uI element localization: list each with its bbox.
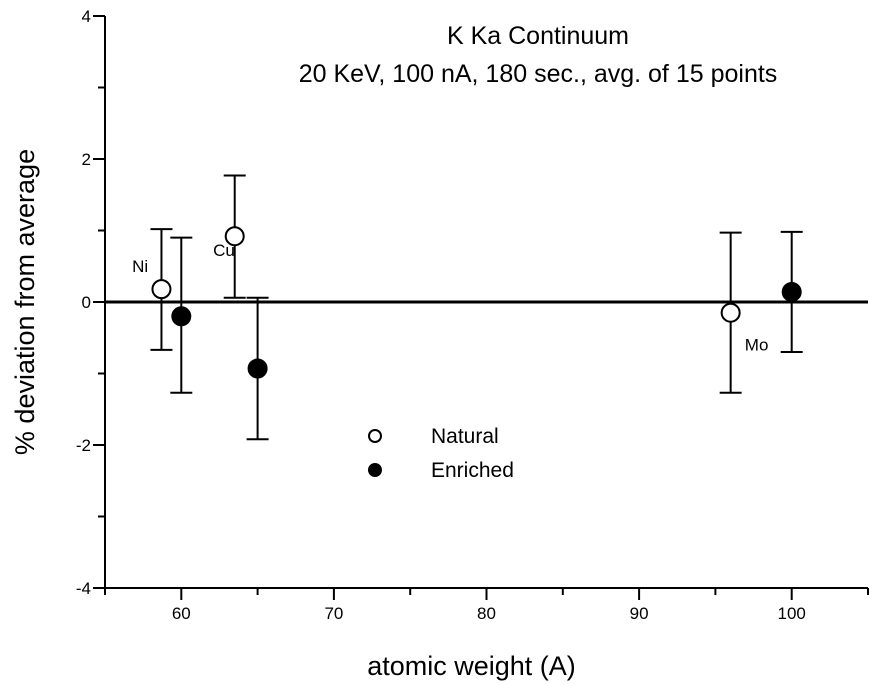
x-axis-title: atomic weight (A)	[367, 651, 576, 681]
natural-point	[720, 302, 741, 323]
enriched-point	[171, 306, 192, 327]
natural-point	[224, 226, 245, 247]
y-tick-label: -4	[76, 579, 91, 598]
enriched-point	[247, 358, 268, 379]
point-annotation: Cu	[213, 241, 235, 260]
y-tick-label: 0	[82, 293, 91, 312]
chart-subtitle: 20 KeV, 100 nA, 180 sec., avg. of 15 poi…	[299, 60, 778, 88]
y-tick-label: 2	[82, 150, 91, 169]
legend-label: Natural	[431, 425, 499, 448]
x-tick-label: 60	[172, 604, 191, 623]
point-annotation: Ni	[132, 257, 148, 276]
natural-point	[151, 279, 172, 300]
legend-natural-marker	[368, 429, 382, 443]
y-axis-title: % deviation from average	[10, 149, 40, 455]
legend-label: Enriched	[431, 459, 514, 482]
enriched-point	[781, 281, 802, 302]
point-annotation: Mo	[745, 336, 769, 355]
y-tick-label: 4	[82, 7, 91, 26]
plot-labels: atomic weight (A) % deviation from averag…	[10, 22, 777, 681]
chart-title: K Ka Continuum	[447, 22, 629, 50]
plot-marks	[150, 174, 803, 441]
x-tick-label: 100	[778, 604, 806, 623]
x-tick-label: 90	[630, 604, 649, 623]
y-tick-label: -2	[76, 436, 91, 455]
x-tick-label: 70	[324, 604, 343, 623]
legend-enriched-marker	[368, 463, 382, 477]
x-tick-label: 80	[477, 604, 496, 623]
plot-axes: -4 -2 0 2 4 60 70 80 90 100	[76, 7, 869, 623]
